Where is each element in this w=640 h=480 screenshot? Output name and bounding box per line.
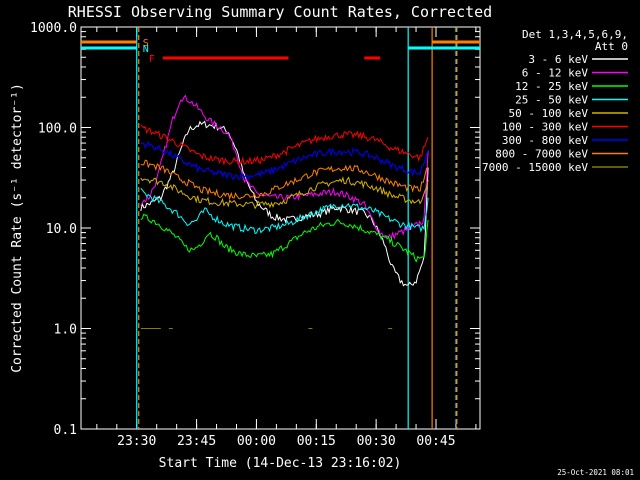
- series-line: [140, 176, 429, 210]
- legend-entry: 12 - 25 keV: [515, 80, 588, 93]
- x-tick-label: 23:30: [117, 434, 156, 449]
- series-line: [140, 213, 429, 263]
- series-layer: [140, 94, 429, 329]
- legend-entry: 800 - 7000 keV: [495, 148, 588, 161]
- series-line: [140, 120, 429, 287]
- legend-entry: 300 - 800 keV: [502, 134, 588, 147]
- legend-header: Att 0: [595, 40, 628, 53]
- y-axis-label: Corrected Count Rate (s⁻¹ detector⁻¹): [10, 83, 25, 373]
- legend-entry: 6 - 12 keV: [522, 67, 589, 80]
- y-tick-label: 0.1: [54, 423, 77, 438]
- legend-entry: 7000 - 15000 keV: [482, 161, 588, 174]
- legend-header: Det 1,3,4,5,6,9,: [522, 28, 628, 41]
- x-tick-label: 23:45: [177, 434, 216, 449]
- flag-bars: SNF: [81, 38, 480, 65]
- footer-date: 25-Oct-2021 08:01: [557, 468, 634, 477]
- y-tick-label: 1.0: [54, 323, 77, 338]
- legend-entry: 100 - 300 keV: [502, 121, 588, 134]
- x-tick-label: 00:00: [237, 434, 276, 449]
- x-tick-labels: 23:30 23:45 00:00 00:15 00:30 00:45: [117, 434, 455, 449]
- series-line: [140, 94, 429, 241]
- series-line: [140, 124, 429, 166]
- chart-title: RHESSI Observing Summary Count Rates, Co…: [68, 3, 492, 21]
- legend-entry: 3 - 6 keV: [528, 53, 588, 66]
- x-tick-label: 00:30: [357, 434, 396, 449]
- y-tick-labels: 0.1 1.0 10.0 100.0 1000.0: [30, 21, 77, 438]
- flag-label: F: [149, 54, 155, 65]
- y-tick-label: 1000.0: [30, 21, 77, 36]
- series-line: [140, 159, 429, 201]
- y-tick-label: 100.0: [38, 122, 77, 137]
- series-line: [140, 187, 429, 235]
- y-tick-label: 10.0: [46, 222, 77, 237]
- x-axis-label: Start Time (14-Dec-13 23:16:02): [159, 456, 402, 471]
- legend-entry: 25 - 50 keV: [515, 94, 588, 107]
- series-line: [140, 141, 429, 181]
- legend-entry: 50 - 100 keV: [509, 107, 589, 120]
- flag-label: N: [143, 44, 149, 55]
- attenuator-markers: [136, 27, 458, 429]
- flag-label: S: [143, 38, 149, 49]
- x-tick-label: 00:45: [416, 434, 455, 449]
- x-tick-label: 00:15: [297, 434, 336, 449]
